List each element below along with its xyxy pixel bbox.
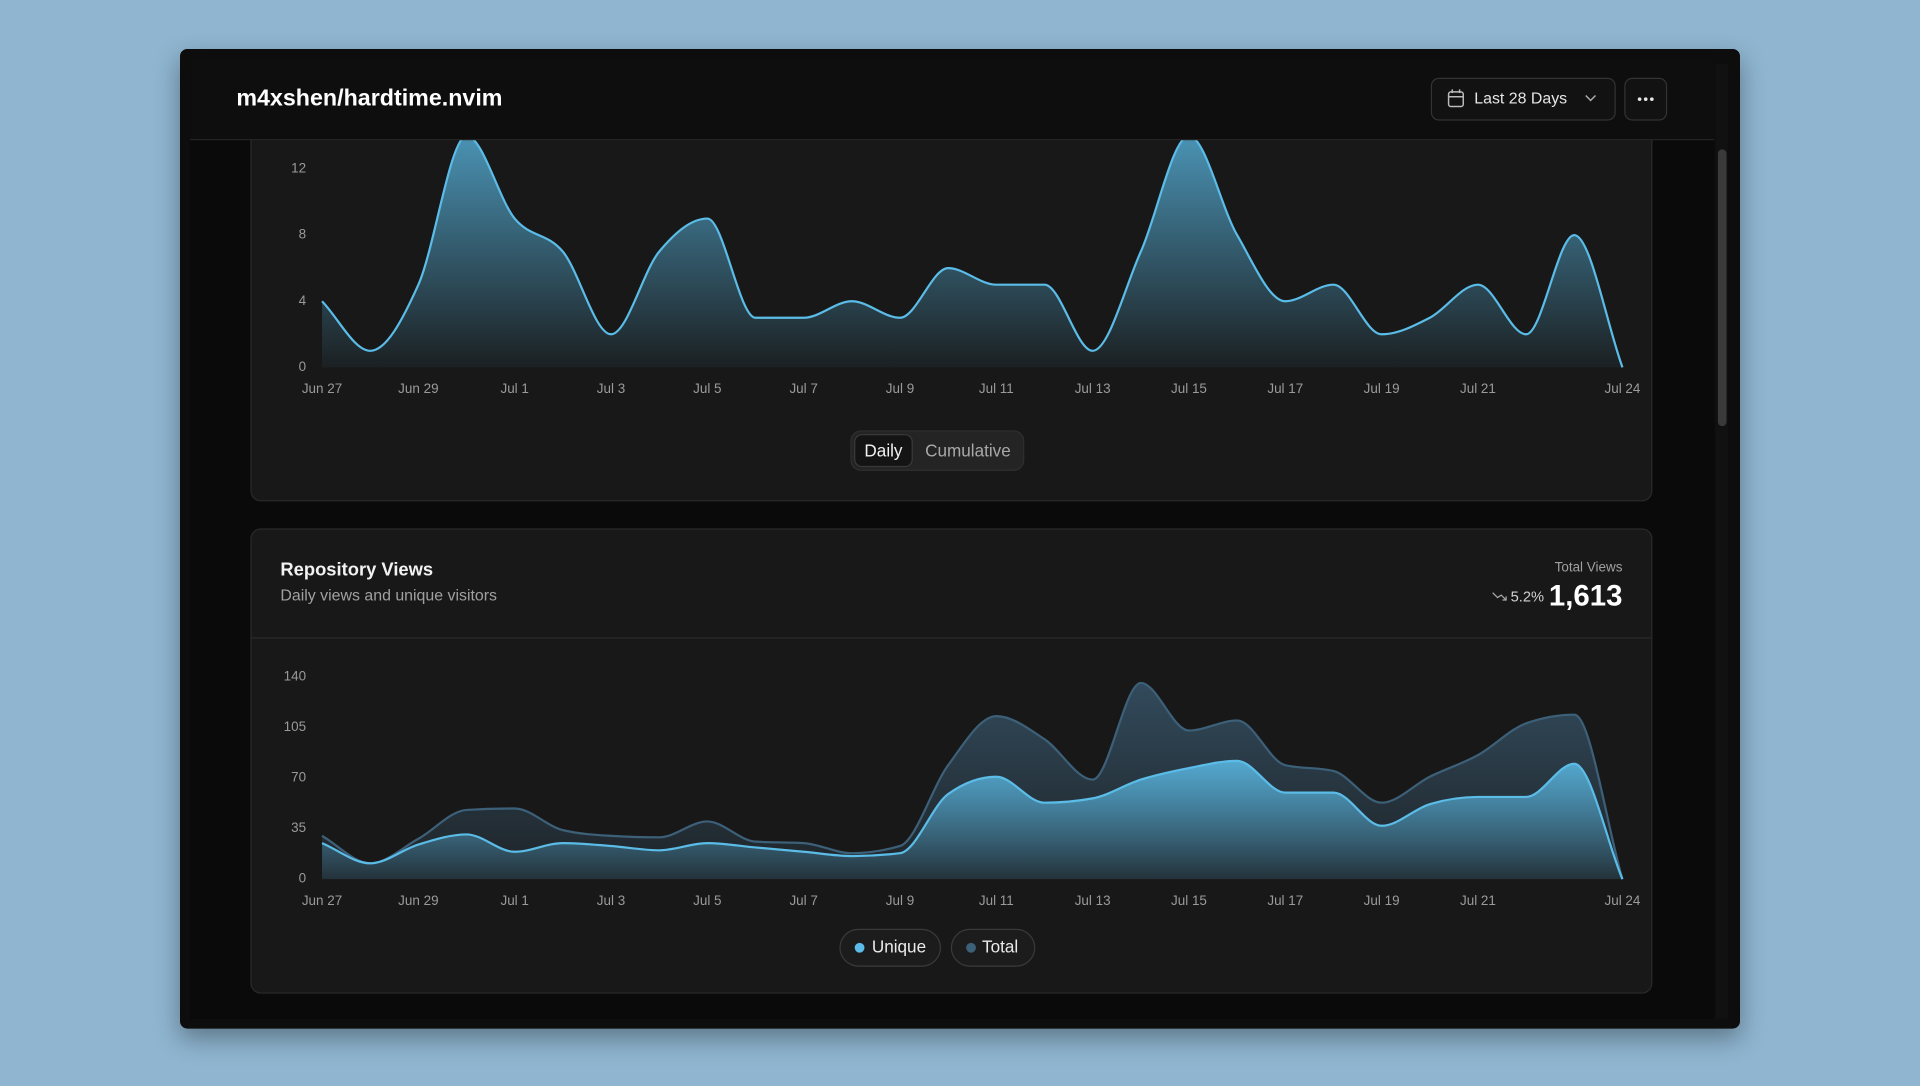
x-tick-label: Jul 13 <box>1075 893 1111 908</box>
x-tick-label: Jul 9 <box>886 381 914 396</box>
x-tick-label: Jul 9 <box>886 893 914 908</box>
stat-label: Total Views <box>1555 560 1623 575</box>
x-tick-label: Jul 5 <box>693 893 721 908</box>
x-tick-label: Jul 13 <box>1075 381 1111 396</box>
legend-item[interactable]: Total <box>950 928 1036 967</box>
charts: 0 4 8 12 Jun 27 Jun 29 Jul 1 Jul 3 Jul 5 Jul 7 Jul… <box>284 134 1641 908</box>
x-tick-label: Jul 1 <box>500 381 528 396</box>
legend-item[interactable]: Unique <box>839 928 942 967</box>
calendar-icon <box>1447 89 1465 108</box>
date-range-label[interactable]: Last 28 Days <box>1474 90 1567 107</box>
y-tick-label: 105 <box>284 719 306 734</box>
y-tick-label: 70 <box>291 770 306 785</box>
repo-title: m4xshen/hardtime.nvim <box>236 84 502 110</box>
y-tick-label: 12 <box>291 161 306 176</box>
legend-swatch <box>966 942 976 953</box>
x-tick-label: Jun 29 <box>398 381 438 396</box>
chart-subtitle: Daily views and unique visitors <box>280 588 497 605</box>
area-line <box>321 134 1624 368</box>
toggle-label[interactable]: Cumulative <box>925 440 1011 460</box>
date-range-button[interactable] <box>1430 77 1616 121</box>
header: m4xshen/hardtime.nvim Last 28 Days <box>189 58 1715 141</box>
x-tick-label: Jun 27 <box>302 893 342 908</box>
x-tick-label: Jul 15 <box>1171 381 1207 396</box>
x-tick-label: Jul 5 <box>693 381 721 396</box>
x-tick-label: Jun 27 <box>302 381 342 396</box>
area-fill <box>322 760 1623 880</box>
x-tick-label: Jul 7 <box>789 381 817 396</box>
x-tick-label: Jul 15 <box>1171 893 1207 908</box>
y-tick-label: 35 <box>291 820 306 835</box>
trend-icon <box>1492 592 1507 601</box>
x-tick-label: Jul 24 <box>1604 381 1640 396</box>
x-tick-label: Jul 19 <box>1364 381 1400 396</box>
stat-value: 1,613 <box>1549 579 1623 612</box>
chart-title: Repository Views <box>280 558 433 579</box>
x-tick-label: Jul 24 <box>1604 893 1640 908</box>
y-tick-label: 0 <box>299 871 306 886</box>
x-tick-label: Jul 11 <box>979 381 1014 396</box>
area-fill <box>322 135 1623 368</box>
x-tick-label: Jul 21 <box>1460 893 1496 908</box>
toggle-buttons: Daily Cumulative <box>854 434 1011 468</box>
x-tick-label: Jul 17 <box>1267 381 1303 396</box>
toggle-label[interactable]: Daily <box>864 440 903 460</box>
x-tick-label: Jul 3 <box>597 893 625 908</box>
x-tick-label: Jul 11 <box>979 893 1014 908</box>
legend-label: Total <box>982 936 1018 956</box>
area-line <box>321 681 1624 880</box>
x-tick-label: Jul 1 <box>500 893 528 908</box>
legend-pill[interactable] <box>839 928 942 967</box>
y-tick-label: 0 <box>299 359 306 374</box>
more-icon <box>1637 97 1654 102</box>
y-tick-label: 140 <box>284 669 306 684</box>
legend-pill[interactable] <box>950 928 1036 967</box>
y-tick-label: 8 <box>299 227 306 242</box>
y-tick-label: 4 <box>299 293 307 308</box>
x-tick-label: Jun 29 <box>398 893 438 908</box>
legend-swatch <box>854 942 865 953</box>
chevron-icon <box>1585 94 1597 102</box>
scrollbar-thumb[interactable] <box>1717 149 1727 427</box>
x-tick-label: Jul 7 <box>789 893 817 908</box>
stat-change: 5.2% <box>1511 589 1544 605</box>
legend-label: Unique <box>872 936 926 956</box>
x-tick-label: Jul 21 <box>1460 381 1496 396</box>
x-tick-label: Jul 17 <box>1267 893 1303 908</box>
x-tick-label: Jul 3 <box>597 381 625 396</box>
x-tick-label: Jul 19 <box>1364 893 1400 908</box>
area-line <box>321 759 1624 880</box>
toggle-active[interactable] <box>854 434 913 468</box>
